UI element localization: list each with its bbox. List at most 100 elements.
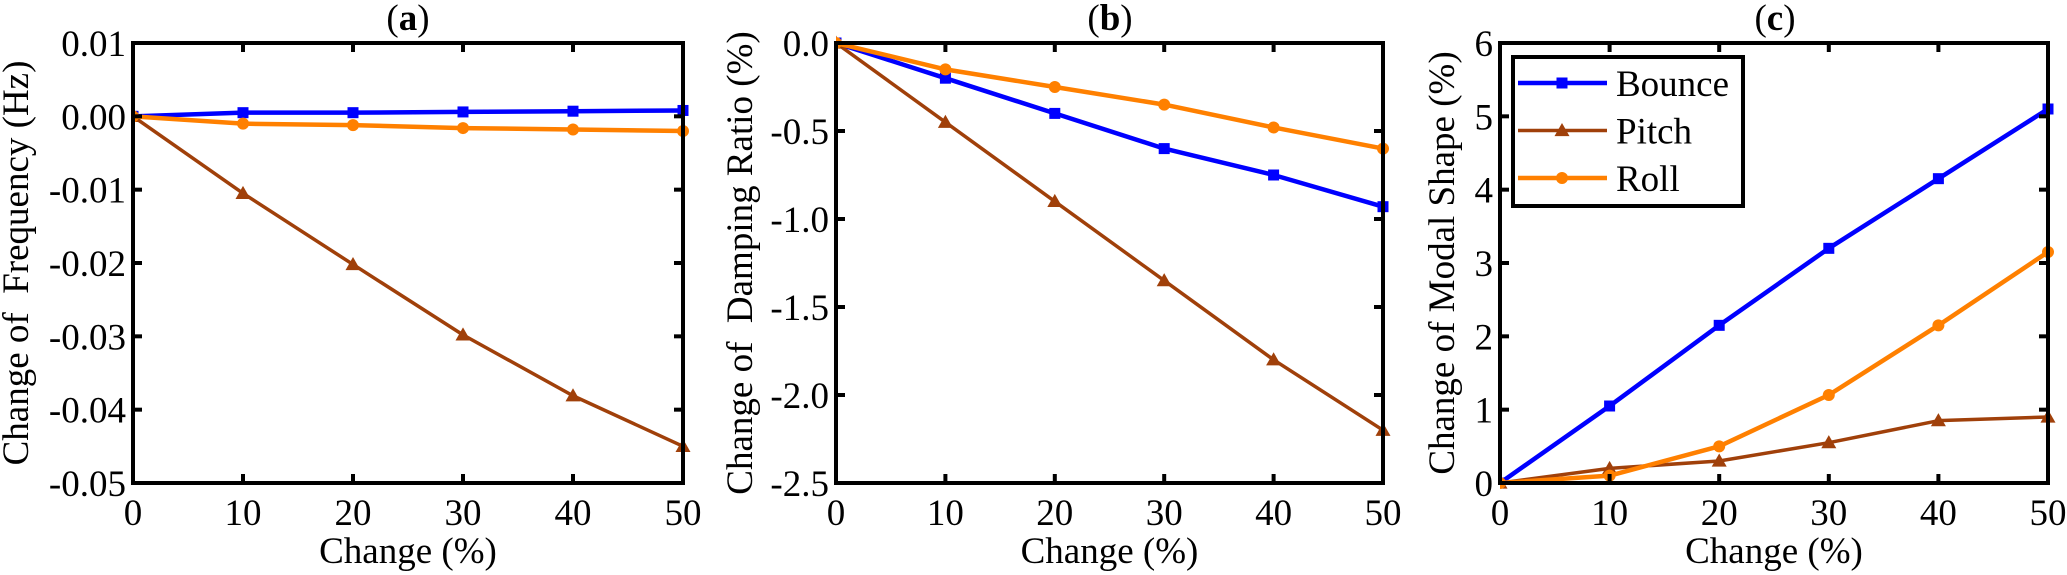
panel-b: 0 10 20 30 40 500.0-0.5-1.0-1.5-2.0-2.5Change…: [720, 0, 1402, 572]
x-tick-label: 10: [1591, 493, 1628, 534]
x-tick-label: 40: [1255, 493, 1292, 534]
data-point-roll: [567, 123, 579, 136]
panel-title: (b): [1087, 0, 1132, 39]
x-tick-label: 10: [225, 493, 262, 534]
x-tick-label: 20: [335, 493, 372, 534]
y-tick-label: -1.0: [770, 200, 829, 241]
x-axis-label: Change (%): [1685, 531, 1863, 572]
data-point-pitch: [1602, 460, 1618, 474]
data-point-pitch: [1156, 273, 1172, 287]
data-point-bounce: [457, 106, 469, 118]
title-letter: c: [1767, 0, 1783, 39]
y-axis-label: Change of Damping Ratio (%): [720, 31, 761, 494]
data-point-pitch: [455, 327, 471, 341]
data-point-roll: [1822, 389, 1835, 401]
legend-marker-circle-icon: [1556, 172, 1568, 184]
data-point-bounce: [1604, 400, 1616, 412]
data-point-pitch: [345, 256, 361, 271]
panel-title: (a): [386, 0, 429, 39]
data-point-pitch: [1930, 413, 1946, 427]
data-point-bounce: [347, 107, 359, 119]
legend-label: Bounce: [1616, 64, 1729, 105]
y-tick-label: 5: [1475, 97, 1494, 138]
series-group: [836, 35, 1391, 436]
data-point-bounce: [1713, 319, 1725, 331]
data-point-roll: [347, 119, 359, 132]
x-tick-label: 20: [1701, 493, 1738, 534]
y-tick-label: -2.5: [770, 464, 829, 505]
data-point-roll: [1048, 81, 1061, 93]
y-tick-label: 3: [1475, 244, 1494, 285]
panel-a: 0 10 20 30 40 50 0.01 0.00 -0.01 -0.02 -0.03 -0.04 -…: [0, 0, 702, 572]
title-paren: (: [1754, 0, 1766, 39]
y-tick-label: -0.02: [49, 244, 126, 285]
data-point-roll: [1713, 440, 1726, 453]
legend: Bounce Pitch Roll: [1511, 55, 1745, 208]
x-tick-label: 50: [1365, 493, 1402, 534]
title-letter: b: [1100, 0, 1121, 39]
title-paren: (: [386, 0, 398, 39]
data-point-bounce: [1268, 169, 1280, 181]
x-tick-label: 40: [1920, 493, 1957, 534]
data-point-pitch: [1047, 193, 1063, 208]
legend-label: Pitch: [1616, 112, 1693, 153]
data-point-bounce: [567, 105, 579, 117]
data-point-roll: [1158, 98, 1171, 111]
series-line-roll: [836, 40, 1384, 151]
series-line-pitch: [133, 114, 684, 448]
y-axis-label: Change of Frequency (Hz): [0, 61, 37, 466]
y-axis-label: Change of Modal Shape (%): [1422, 51, 1463, 474]
y-tick-label: 0.0: [783, 24, 829, 65]
data-point-bounce: [1158, 143, 1170, 155]
legend-item-pitch: Pitch: [1518, 112, 1693, 153]
y-tick-label: -0.03: [49, 317, 126, 358]
y-tick-label: -2.0: [770, 376, 829, 417]
title-paren: ): [1783, 0, 1795, 39]
x-axis-label: Change (%): [319, 531, 497, 572]
data-point-roll: [1932, 319, 1945, 332]
y-tick-label: -1.5: [770, 288, 829, 329]
y-tick-label: 4: [1475, 171, 1494, 212]
title-paren: ): [1120, 0, 1132, 39]
y-tick-label: -0.01: [49, 171, 126, 212]
y-tick-label: 1: [1475, 391, 1494, 432]
data-point-roll: [237, 117, 249, 130]
data-point-bounce: [1823, 242, 1835, 254]
series-line-pitch: [1500, 415, 2049, 485]
series-group: [133, 104, 691, 452]
y-tick-label: -0.04: [49, 391, 126, 432]
x-tick-label: 0: [1491, 493, 1510, 534]
x-tick-label: 30: [1810, 493, 1847, 534]
data-point-pitch: [1711, 453, 1727, 467]
x-tick-label: 50: [2030, 493, 2067, 534]
series-line-pitch: [836, 41, 1384, 432]
y-tick-label: 0: [1475, 464, 1494, 505]
y-tick-label: 0.00: [61, 97, 126, 138]
title-letter: a: [399, 0, 418, 39]
series-line-bounce: [133, 108, 684, 119]
x-tick-label: 20: [1036, 493, 1073, 534]
legend-marker-triangle-icon: [1554, 123, 1570, 137]
x-axis-label: Change (%): [1021, 531, 1199, 572]
x-tick-label: 10: [927, 493, 964, 534]
data-point-pitch: [937, 114, 953, 128]
y-tick-label: 0.01: [61, 24, 126, 65]
y-tick-label: 2: [1475, 317, 1494, 358]
legend-item-roll: Roll: [1518, 159, 1680, 200]
series-group: [1500, 103, 2056, 489]
data-point-bounce: [1049, 107, 1061, 119]
x-tick-label: 30: [1146, 493, 1183, 534]
series-line-bounce: [1500, 107, 2050, 485]
data-point-bounce: [939, 72, 951, 84]
title-paren: (: [1087, 0, 1099, 39]
data-point-bounce: [237, 107, 249, 119]
data-point-pitch: [1266, 352, 1282, 366]
data-point-pitch: [1821, 435, 1837, 449]
data-point-roll: [457, 122, 469, 135]
series-line-bounce: [836, 40, 1384, 209]
data-point-bounce: [1932, 173, 1944, 185]
x-tick-label: 50: [665, 493, 702, 534]
y-tick-label: 6: [1475, 24, 1494, 65]
x-tick-label: 40: [555, 493, 592, 534]
data-point-roll: [1267, 121, 1280, 134]
